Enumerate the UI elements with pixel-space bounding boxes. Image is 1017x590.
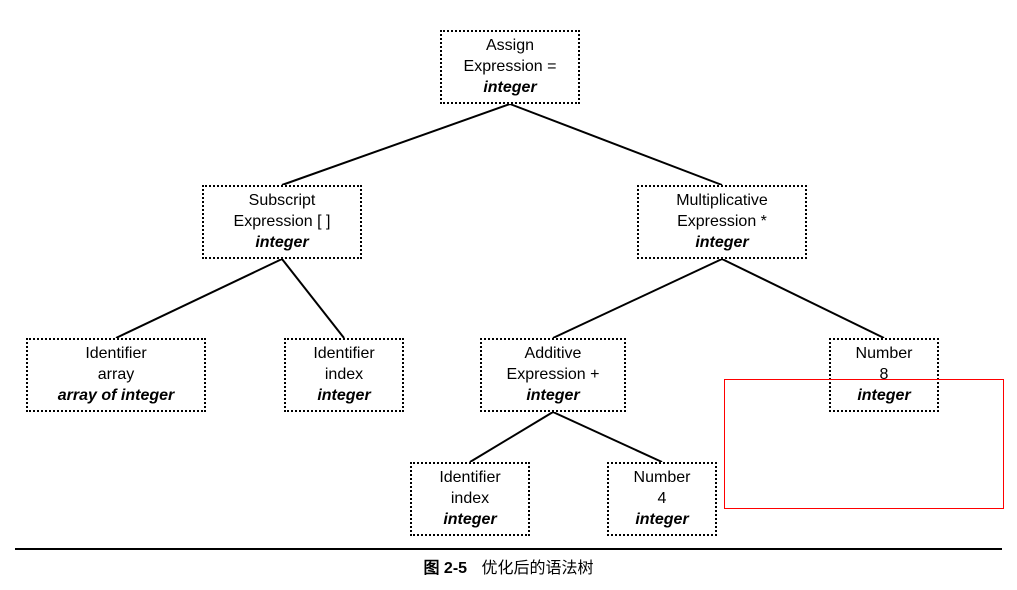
figure-text: 优化后的语法树 (482, 560, 594, 577)
node-type: integer (296, 386, 392, 407)
node-assign-expression: Assign Expression = integer (440, 30, 580, 104)
node-subtitle: Expression [ ] (214, 212, 350, 233)
node-subtitle: Expression + (492, 365, 614, 386)
node-subtitle: index (296, 365, 392, 386)
node-type: integer (422, 510, 518, 531)
node-title: Additive (492, 344, 614, 365)
divider-line (15, 548, 1002, 550)
node-title: Subscript (214, 191, 350, 212)
node-type: integer (492, 386, 614, 407)
node-subscript-expression: Subscript Expression [ ] integer (202, 185, 362, 259)
figure-caption: 图 2-5 优化后的语法树 (0, 554, 1017, 578)
node-title: Number (841, 344, 927, 365)
node-identifier-array: Identifier array array of integer (26, 338, 206, 412)
node-title: Multiplicative (649, 191, 795, 212)
node-type: integer (452, 78, 568, 99)
node-subtitle: 4 (619, 489, 705, 510)
node-multiplicative-expression: Multiplicative Expression * integer (637, 185, 807, 259)
node-subtitle: Expression * (649, 212, 795, 233)
node-type: integer (619, 510, 705, 531)
highlight-box (724, 379, 1004, 509)
syntax-tree-diagram: Assign Expression = integer Subscript Ex… (0, 0, 1017, 590)
node-subtitle: array (38, 365, 194, 386)
node-type: integer (649, 233, 795, 254)
node-type: integer (214, 233, 350, 254)
node-title: Number (619, 468, 705, 489)
node-title: Identifier (422, 468, 518, 489)
node-subtitle: index (422, 489, 518, 510)
node-title: Identifier (296, 344, 392, 365)
node-number-4: Number 4 integer (607, 462, 717, 536)
node-title: Identifier (38, 344, 194, 365)
node-type: array of integer (38, 386, 194, 407)
node-identifier-index-2: Identifier index integer (410, 462, 530, 536)
node-additive-expression: Additive Expression + integer (480, 338, 626, 412)
figure-label: 图 2-5 (423, 560, 467, 577)
node-subtitle: Expression = (452, 57, 568, 78)
node-title: Assign (452, 36, 568, 57)
node-identifier-index-1: Identifier index integer (284, 338, 404, 412)
